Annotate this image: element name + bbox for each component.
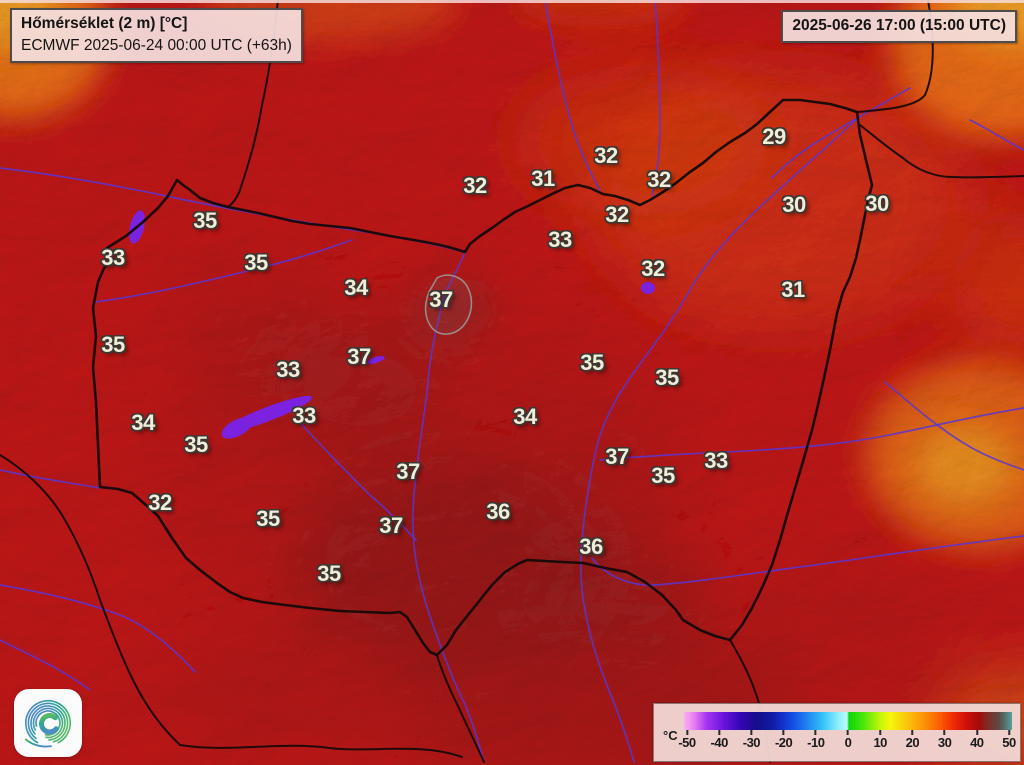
legend-ticks: -50 -40 -30 -20 -10 0 10 20 30 40 50 — [678, 730, 1016, 758]
legend-tick--30: -30 — [743, 730, 761, 750]
temperature-label: 35 — [244, 250, 268, 275]
temperature-label: 35 — [655, 365, 679, 390]
budapest-city-outline — [424, 274, 473, 335]
legend-tick--50: -50 — [678, 730, 696, 750]
lake-velence — [367, 356, 385, 364]
legend-tick--40: -40 — [711, 730, 728, 750]
temperature-label: 32 — [148, 490, 172, 515]
temperature-label: 33 — [704, 448, 728, 473]
temperature-label: 37 — [379, 513, 403, 538]
hungary-border — [91, 98, 874, 657]
lake-balaton-west — [221, 417, 253, 439]
temperature-label: 35 — [580, 350, 604, 375]
river-tisza — [580, 117, 859, 763]
temperature-label: 30 — [865, 191, 889, 216]
temperature-label: 31 — [781, 277, 805, 302]
temperature-label: 37 — [429, 287, 453, 312]
temperature-label: 35 — [101, 332, 125, 357]
valid-time: 2025-06-26 17:00 (15:00 UTC) — [792, 17, 1006, 34]
border-croatia-serbia — [436, 654, 485, 763]
river-drava-inflow — [0, 469, 101, 489]
legend-tick-50: 50 — [1002, 730, 1016, 750]
temperature-label: 35 — [193, 208, 217, 233]
temperature-color-scale: °C -50 -40 -30 -20 -10 0 10 20 30 40 50 — [653, 703, 1021, 762]
temperature-label: 32 — [594, 143, 618, 168]
lake-tisza — [641, 282, 655, 294]
border-slovenia-croatia — [0, 454, 181, 746]
temperature-label: 35 — [184, 432, 208, 457]
border-ukraine-romania — [859, 124, 1024, 179]
legend-tick--20: -20 — [775, 730, 793, 750]
temperature-label: 34 — [513, 404, 537, 429]
temperature-label: 37 — [605, 444, 629, 469]
product-title-box: Hőmérséklet (2 m) [°C] ECMWF 2025-06-24 … — [10, 8, 303, 63]
legend-tick-30: 30 — [938, 730, 952, 750]
temperature-label: 33 — [548, 227, 572, 252]
legend-tick-20: 20 — [906, 730, 920, 750]
temperature-label: 35 — [651, 463, 675, 488]
river-danube — [412, 251, 485, 763]
legend-tick--10: -10 — [807, 730, 825, 750]
temperature-label: 37 — [347, 344, 371, 369]
legend-gradient-bar — [684, 712, 1012, 730]
spiral-cyclone-icon — [24, 699, 72, 748]
temperature-label: 30 — [782, 192, 806, 217]
temperature-label: 32 — [605, 202, 629, 227]
legend-tick-10: 10 — [873, 730, 887, 750]
temperature-label: 34 — [131, 410, 155, 435]
river-raba — [94, 239, 353, 303]
river-sio — [297, 419, 417, 541]
temperature-label: 37 — [396, 459, 420, 484]
legend-tick-40: 40 — [970, 730, 984, 750]
river-koros — [599, 407, 1024, 461]
temperature-label: 32 — [641, 256, 665, 281]
valid-time-box: 2025-06-26 17:00 (15:00 UTC) — [781, 10, 1017, 43]
hungaromet-logo — [14, 689, 82, 757]
temperature-label: 36 — [486, 499, 510, 524]
temperature-label: 29 — [762, 124, 786, 149]
legend-unit-label: °C — [663, 728, 678, 743]
temperature-label: 32 — [463, 173, 487, 198]
temperature-label: 36 — [579, 534, 603, 559]
temperature-label: 33 — [101, 245, 125, 270]
product-title: Hőmérséklet (2 m) [°C] — [21, 15, 188, 32]
legend-tick-0: 0 — [845, 730, 852, 750]
temperature-label: 33 — [292, 403, 316, 428]
temperature-label: 33 — [276, 357, 300, 382]
model-run-info: ECMWF 2025-06-24 00:00 UTC (+63h) — [21, 37, 292, 54]
temperature-label: 35 — [256, 506, 280, 531]
top-edge-strip — [0, 0, 1024, 3]
temperature-label: 35 — [317, 561, 341, 586]
temperature-label: 34 — [344, 275, 368, 300]
temperature-label: 31 — [531, 166, 555, 191]
border-croatia-bosnia — [179, 744, 463, 758]
temperature-label: 32 — [647, 167, 671, 192]
